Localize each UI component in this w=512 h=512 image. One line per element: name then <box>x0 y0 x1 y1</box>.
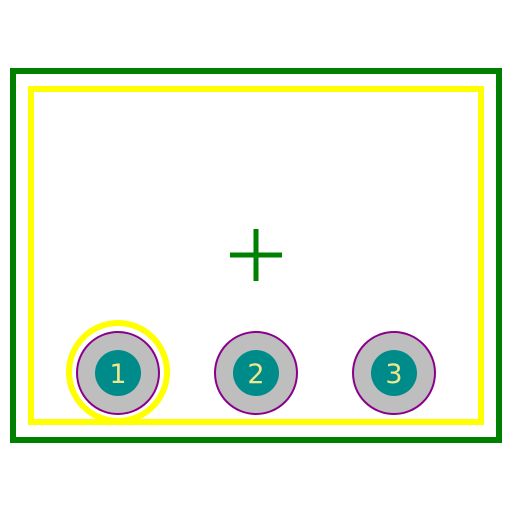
courtyard-outline <box>10 68 502 443</box>
pad-3-drill <box>371 350 417 396</box>
silkscreen-outline <box>28 86 484 425</box>
origin-crosshair-icon <box>230 229 282 281</box>
pad-3[interactable]: 3 <box>352 331 436 415</box>
pad-1-number: 1 <box>109 359 126 390</box>
pin1-silkscreen-ring <box>66 320 170 424</box>
pad-2-drill <box>233 350 279 396</box>
pad-1-drill <box>95 350 141 396</box>
pad-1[interactable]: 1 <box>76 331 160 415</box>
pad-3-number: 3 <box>385 359 402 390</box>
pad-2-number: 2 <box>247 359 264 390</box>
pad-2[interactable]: 2 <box>214 331 298 415</box>
